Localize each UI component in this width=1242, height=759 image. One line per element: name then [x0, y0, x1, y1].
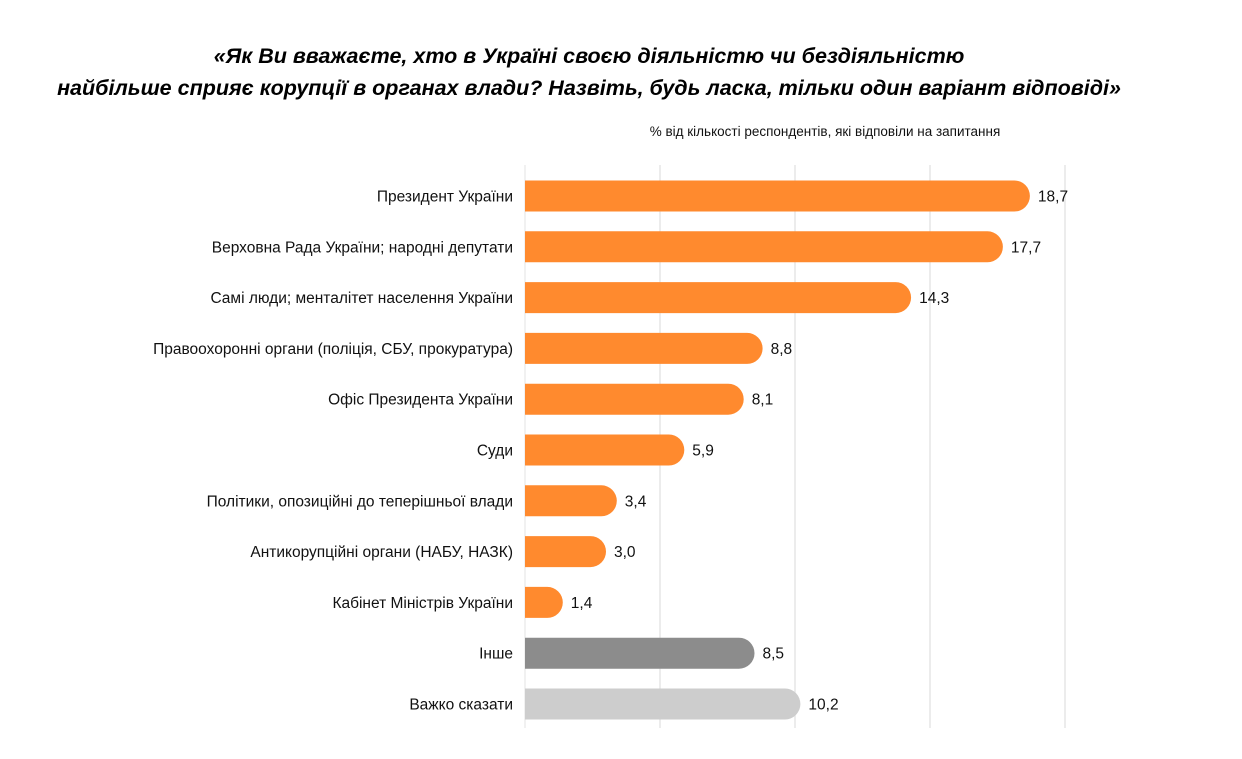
category-label: Суди — [477, 443, 513, 460]
category-label: Важко сказати — [409, 697, 513, 714]
value-label: 5,9 — [692, 443, 714, 460]
category-label: Антикорупційні органи (НАБУ, НАЗК) — [250, 544, 513, 561]
chart-title: «Як Ви вважаєте, хто в Україні своєю дія… — [0, 40, 1178, 104]
value-label: 17,7 — [1011, 239, 1041, 256]
bar — [525, 332, 763, 364]
category-label: Президент України — [377, 189, 513, 206]
bar — [525, 485, 617, 517]
category-label: Офіс Президента України — [328, 392, 513, 409]
bar — [525, 231, 1003, 263]
chart-subtitle: % від кількості респондентів, які відпов… — [649, 124, 1001, 139]
bar — [525, 282, 912, 314]
value-label: 3,4 — [625, 493, 647, 510]
category-label: Кабінет Міністрів України — [332, 595, 513, 612]
value-label: 1,4 — [571, 595, 593, 612]
category-label: Правоохоронні органи (поліція, СБУ, прок… — [153, 341, 513, 358]
bar — [525, 383, 744, 415]
bar — [525, 434, 685, 466]
bar — [525, 586, 563, 618]
value-label: 8,1 — [752, 392, 774, 409]
category-label: Політики, опозиційні до теперішньої влад… — [207, 493, 513, 510]
category-label: Інше — [479, 646, 513, 663]
value-label: 10,2 — [808, 697, 838, 714]
value-label: 8,5 — [763, 646, 785, 663]
bar — [525, 180, 1030, 212]
category-label: Верховна Рада України; народні депутати — [212, 239, 513, 256]
bar — [525, 536, 606, 568]
value-label: 18,7 — [1038, 189, 1068, 206]
value-label: 8,8 — [771, 341, 793, 358]
bar — [525, 637, 755, 669]
category-label: Самі люди; менталітет населення України — [210, 290, 513, 307]
chart-title-line-2: найбільше сприяє корупції в органах влад… — [57, 76, 1121, 100]
value-label: 3,0 — [614, 544, 636, 561]
value-label: 14,3 — [919, 290, 949, 307]
chart-title-line-1: «Як Ви вважаєте, хто в Україні своєю дія… — [213, 44, 965, 68]
bar — [525, 688, 801, 720]
